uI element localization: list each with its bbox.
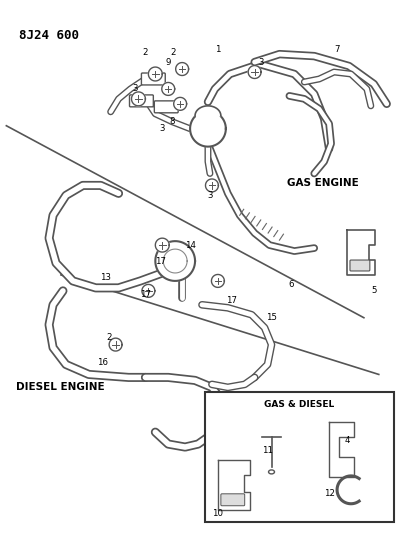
- Polygon shape: [162, 83, 175, 95]
- FancyBboxPatch shape: [221, 494, 245, 506]
- FancyBboxPatch shape: [154, 101, 178, 113]
- Polygon shape: [248, 66, 261, 78]
- Text: 7: 7: [335, 45, 340, 54]
- Text: 10: 10: [213, 509, 223, 518]
- Polygon shape: [329, 422, 354, 477]
- Text: 13: 13: [100, 273, 111, 282]
- FancyBboxPatch shape: [141, 73, 165, 85]
- Polygon shape: [211, 274, 224, 287]
- Text: GAS & DIESEL: GAS & DIESEL: [264, 400, 335, 409]
- FancyBboxPatch shape: [205, 392, 393, 522]
- Text: 3: 3: [207, 191, 213, 200]
- FancyBboxPatch shape: [350, 260, 370, 271]
- Text: 3: 3: [160, 124, 165, 133]
- Text: 5: 5: [371, 286, 377, 295]
- Text: 11: 11: [262, 446, 273, 455]
- Text: 2: 2: [106, 333, 112, 342]
- Polygon shape: [132, 92, 145, 106]
- Polygon shape: [190, 111, 226, 147]
- Text: 6: 6: [288, 280, 294, 289]
- Polygon shape: [142, 285, 155, 297]
- Text: 17: 17: [155, 256, 166, 265]
- Polygon shape: [347, 230, 375, 275]
- Text: 17: 17: [140, 290, 151, 300]
- Text: 2: 2: [143, 47, 148, 56]
- Text: 4: 4: [344, 435, 350, 445]
- Polygon shape: [148, 67, 162, 81]
- Text: GAS ENGINE: GAS ENGINE: [287, 179, 359, 189]
- Text: 8J24 600: 8J24 600: [19, 29, 79, 42]
- Text: 17: 17: [226, 296, 237, 305]
- Polygon shape: [176, 62, 189, 76]
- Text: 3: 3: [259, 58, 264, 67]
- Text: 1: 1: [215, 45, 221, 54]
- Polygon shape: [218, 460, 250, 510]
- FancyBboxPatch shape: [130, 95, 154, 107]
- Text: 9: 9: [166, 58, 171, 67]
- Text: 12: 12: [324, 489, 335, 498]
- Polygon shape: [174, 98, 187, 110]
- Polygon shape: [206, 179, 219, 192]
- Text: 8: 8: [169, 117, 175, 126]
- Text: DIESEL ENGINE: DIESEL ENGINE: [16, 382, 105, 392]
- Ellipse shape: [269, 470, 274, 474]
- Polygon shape: [156, 241, 195, 281]
- Polygon shape: [109, 338, 122, 351]
- Text: 2: 2: [170, 47, 176, 56]
- Polygon shape: [195, 106, 221, 116]
- Text: 16: 16: [97, 358, 108, 367]
- Text: 14: 14: [185, 240, 196, 249]
- Polygon shape: [156, 238, 169, 252]
- Text: 15: 15: [266, 313, 277, 322]
- Text: 3: 3: [133, 84, 138, 93]
